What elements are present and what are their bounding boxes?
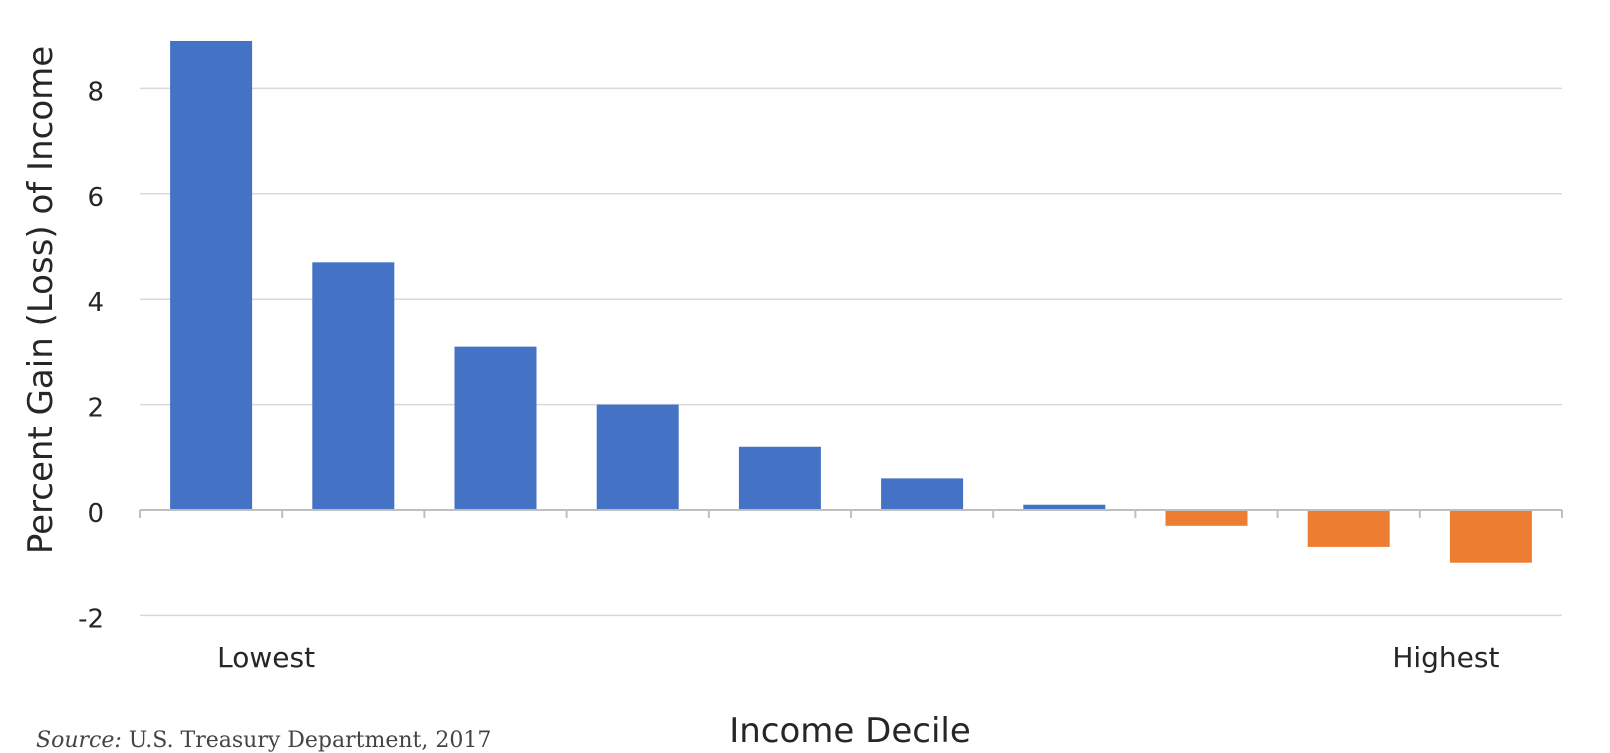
bar <box>312 262 395 510</box>
x-tick-label: Highest <box>1392 641 1499 674</box>
bars <box>170 40 1532 563</box>
y-tick-label: 6 <box>87 183 104 213</box>
bar <box>881 478 964 510</box>
bar <box>738 446 821 510</box>
y-tick-label: 0 <box>87 499 104 529</box>
y-tick-label: 2 <box>87 394 104 424</box>
y-tick-labels: -2 0 2 4 6 8 <box>78 77 104 634</box>
bar <box>1307 510 1390 547</box>
x-axis-title: Income Decile <box>729 711 971 748</box>
source-note: Source: U.S. Treasury Department, 2017 <box>36 728 491 753</box>
x-axis <box>139 509 1563 518</box>
source-label: Source: <box>36 728 122 753</box>
y-tick-label: 4 <box>87 288 104 318</box>
bar <box>1449 510 1532 563</box>
y-tick-label: 8 <box>87 77 104 107</box>
source-text: U.S. Treasury Department, 2017 <box>128 728 492 753</box>
bar <box>596 404 679 510</box>
y-tick-label: -2 <box>78 604 104 634</box>
y-axis-title: Percent Gain (Loss) of Income <box>21 46 61 554</box>
x-tick-labels: Lowest Highest <box>217 641 1499 674</box>
bar <box>1023 504 1106 510</box>
bar <box>170 40 253 510</box>
bar <box>1165 510 1248 526</box>
x-tick-label: Lowest <box>217 641 315 674</box>
bar <box>454 346 537 510</box>
